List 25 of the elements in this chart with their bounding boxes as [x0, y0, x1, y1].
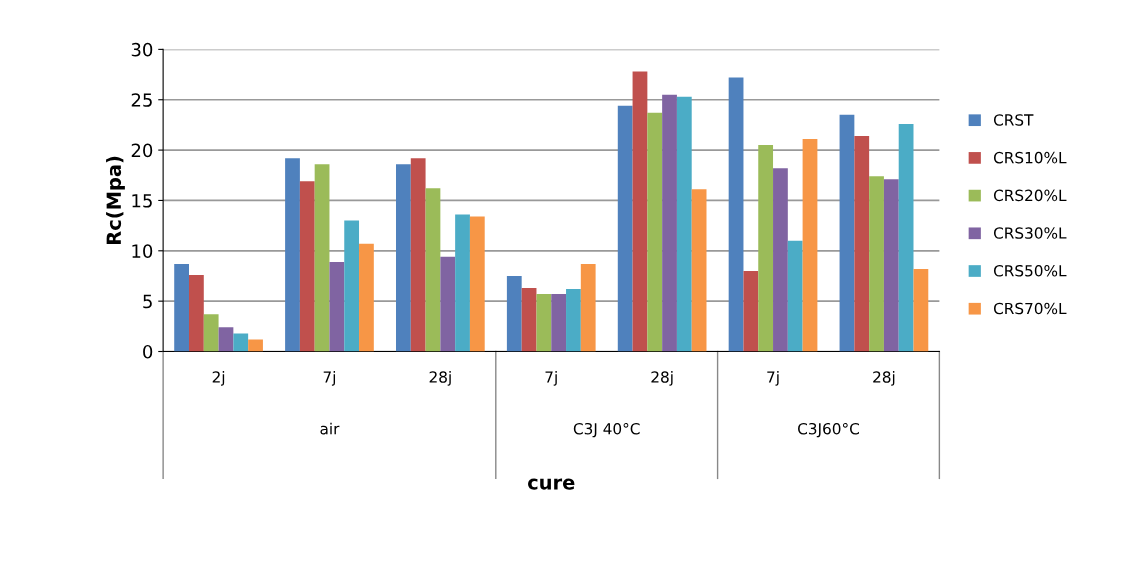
y-axis-title: Rc(Mpa): [106, 156, 125, 244]
y-tick-label: 25: [131, 93, 152, 107]
y-tick-label: 5: [143, 294, 152, 309]
legend-label: CRS30%L: [993, 227, 1067, 239]
legend-label: CRST: [993, 114, 1034, 126]
y-tick-label: 20: [131, 143, 153, 158]
text: C3J 40°C: [573, 422, 640, 438]
legend-label: CRS70%L: [993, 302, 1067, 315]
x-tick-label: 28j: [873, 370, 895, 386]
y-tick-label: 0: [143, 344, 153, 359]
x-tick-label: 2j: [212, 370, 225, 386]
text: air: [320, 422, 340, 435]
x-axis-title: cure: [528, 478, 575, 490]
y-tick-label: 15: [132, 194, 152, 208]
text: C3J60°C: [798, 422, 859, 438]
legend-label: CRS50%L: [993, 264, 1067, 277]
x-tick-label: 7j: [767, 370, 779, 386]
x-tick-label: 28j: [651, 370, 673, 386]
legend-label: CRS20%L: [993, 189, 1067, 202]
legend-label: CRS10%L: [993, 151, 1067, 164]
x-tick-label: 7j: [323, 370, 336, 386]
x-tick-label: 28j: [429, 370, 451, 386]
x-tick-label: 7j: [545, 370, 557, 386]
y-tick-label: 30: [131, 42, 153, 57]
y-tick-label: 10: [132, 244, 153, 258]
